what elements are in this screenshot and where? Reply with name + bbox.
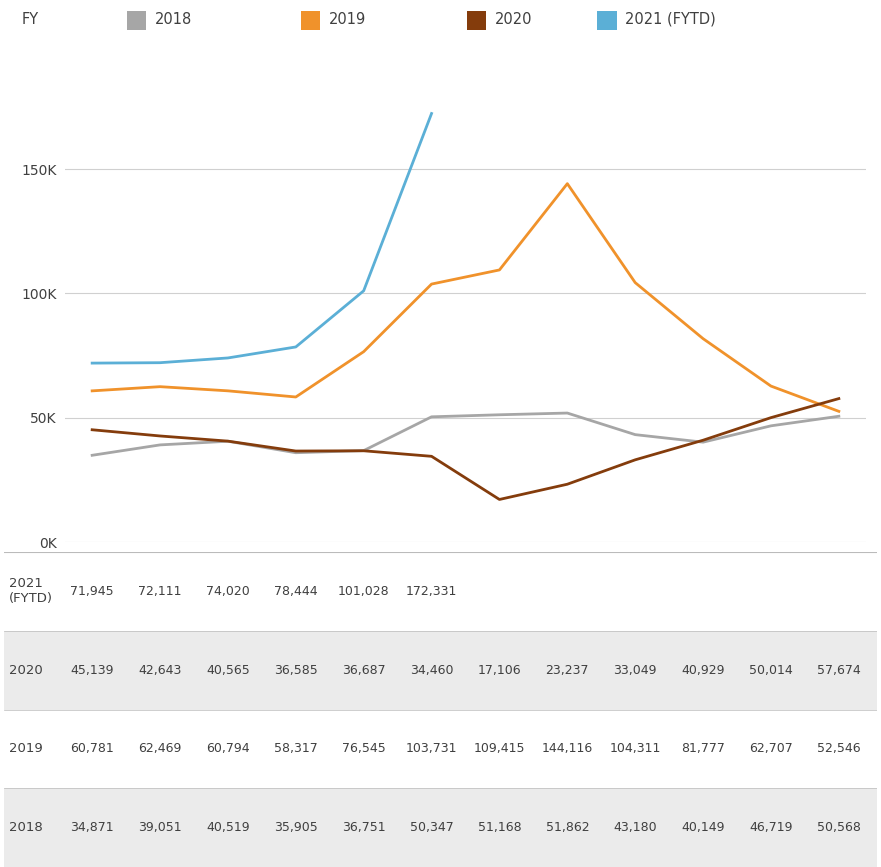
Bar: [597, 10, 617, 29]
Text: 36,687: 36,687: [342, 663, 386, 676]
Text: 52,546: 52,546: [817, 742, 861, 755]
Text: 78,444: 78,444: [274, 585, 318, 598]
Text: 74,020: 74,020: [206, 585, 250, 598]
Text: 23,237: 23,237: [545, 663, 589, 676]
Text: 42,643: 42,643: [138, 663, 181, 676]
Text: 50,014: 50,014: [749, 663, 793, 676]
Text: 62,469: 62,469: [138, 742, 181, 755]
Text: 2018: 2018: [154, 11, 192, 27]
Text: 51,168: 51,168: [478, 821, 522, 834]
Text: 103,731: 103,731: [406, 742, 457, 755]
Text: 2020: 2020: [494, 11, 532, 27]
Text: 50,347: 50,347: [410, 821, 454, 834]
Bar: [467, 10, 485, 29]
Text: 33,049: 33,049: [613, 663, 657, 676]
Bar: [4, 788, 877, 867]
Text: 40,929: 40,929: [681, 663, 725, 676]
Text: 109,415: 109,415: [474, 742, 525, 755]
Bar: [127, 10, 145, 29]
Text: 71,945: 71,945: [70, 585, 114, 598]
Text: 62,707: 62,707: [749, 742, 793, 755]
Text: 2019: 2019: [9, 742, 42, 755]
Text: 72,111: 72,111: [138, 585, 181, 598]
Bar: [4, 709, 877, 788]
Text: 76,545: 76,545: [342, 742, 386, 755]
Text: 57,674: 57,674: [817, 663, 861, 676]
Text: 50,568: 50,568: [817, 821, 861, 834]
Text: 34,460: 34,460: [410, 663, 454, 676]
Text: 34,871: 34,871: [70, 821, 114, 834]
Text: 40,149: 40,149: [681, 821, 725, 834]
Text: 43,180: 43,180: [613, 821, 657, 834]
Bar: [301, 10, 320, 29]
Bar: [4, 552, 877, 631]
Text: FY: FY: [22, 11, 39, 27]
Text: 36,585: 36,585: [274, 663, 318, 676]
Text: 81,777: 81,777: [681, 742, 725, 755]
Text: FY Southwest Land Border Encounters by Month: FY Southwest Land Border Encounters by M…: [196, 47, 685, 65]
Text: 17,106: 17,106: [478, 663, 522, 676]
Text: 58,317: 58,317: [274, 742, 318, 755]
Text: 35,905: 35,905: [274, 821, 318, 834]
Text: 101,028: 101,028: [338, 585, 389, 598]
Text: 104,311: 104,311: [610, 742, 661, 755]
Bar: [4, 631, 877, 709]
Text: 40,565: 40,565: [206, 663, 250, 676]
Text: 46,719: 46,719: [749, 821, 793, 834]
Text: 51,862: 51,862: [545, 821, 589, 834]
Text: 172,331: 172,331: [406, 585, 457, 598]
Text: 45,139: 45,139: [70, 663, 114, 676]
Text: 2020: 2020: [9, 663, 42, 676]
Text: 60,794: 60,794: [206, 742, 249, 755]
Text: 60,781: 60,781: [70, 742, 114, 755]
Text: 2019: 2019: [329, 11, 366, 27]
Text: 2021 (FYTD): 2021 (FYTD): [626, 11, 716, 27]
Text: 36,751: 36,751: [342, 821, 386, 834]
Text: 40,519: 40,519: [206, 821, 249, 834]
Text: 2021
(FYTD): 2021 (FYTD): [9, 577, 53, 605]
Text: 39,051: 39,051: [138, 821, 181, 834]
Text: 2018: 2018: [9, 821, 42, 834]
Text: 144,116: 144,116: [542, 742, 593, 755]
